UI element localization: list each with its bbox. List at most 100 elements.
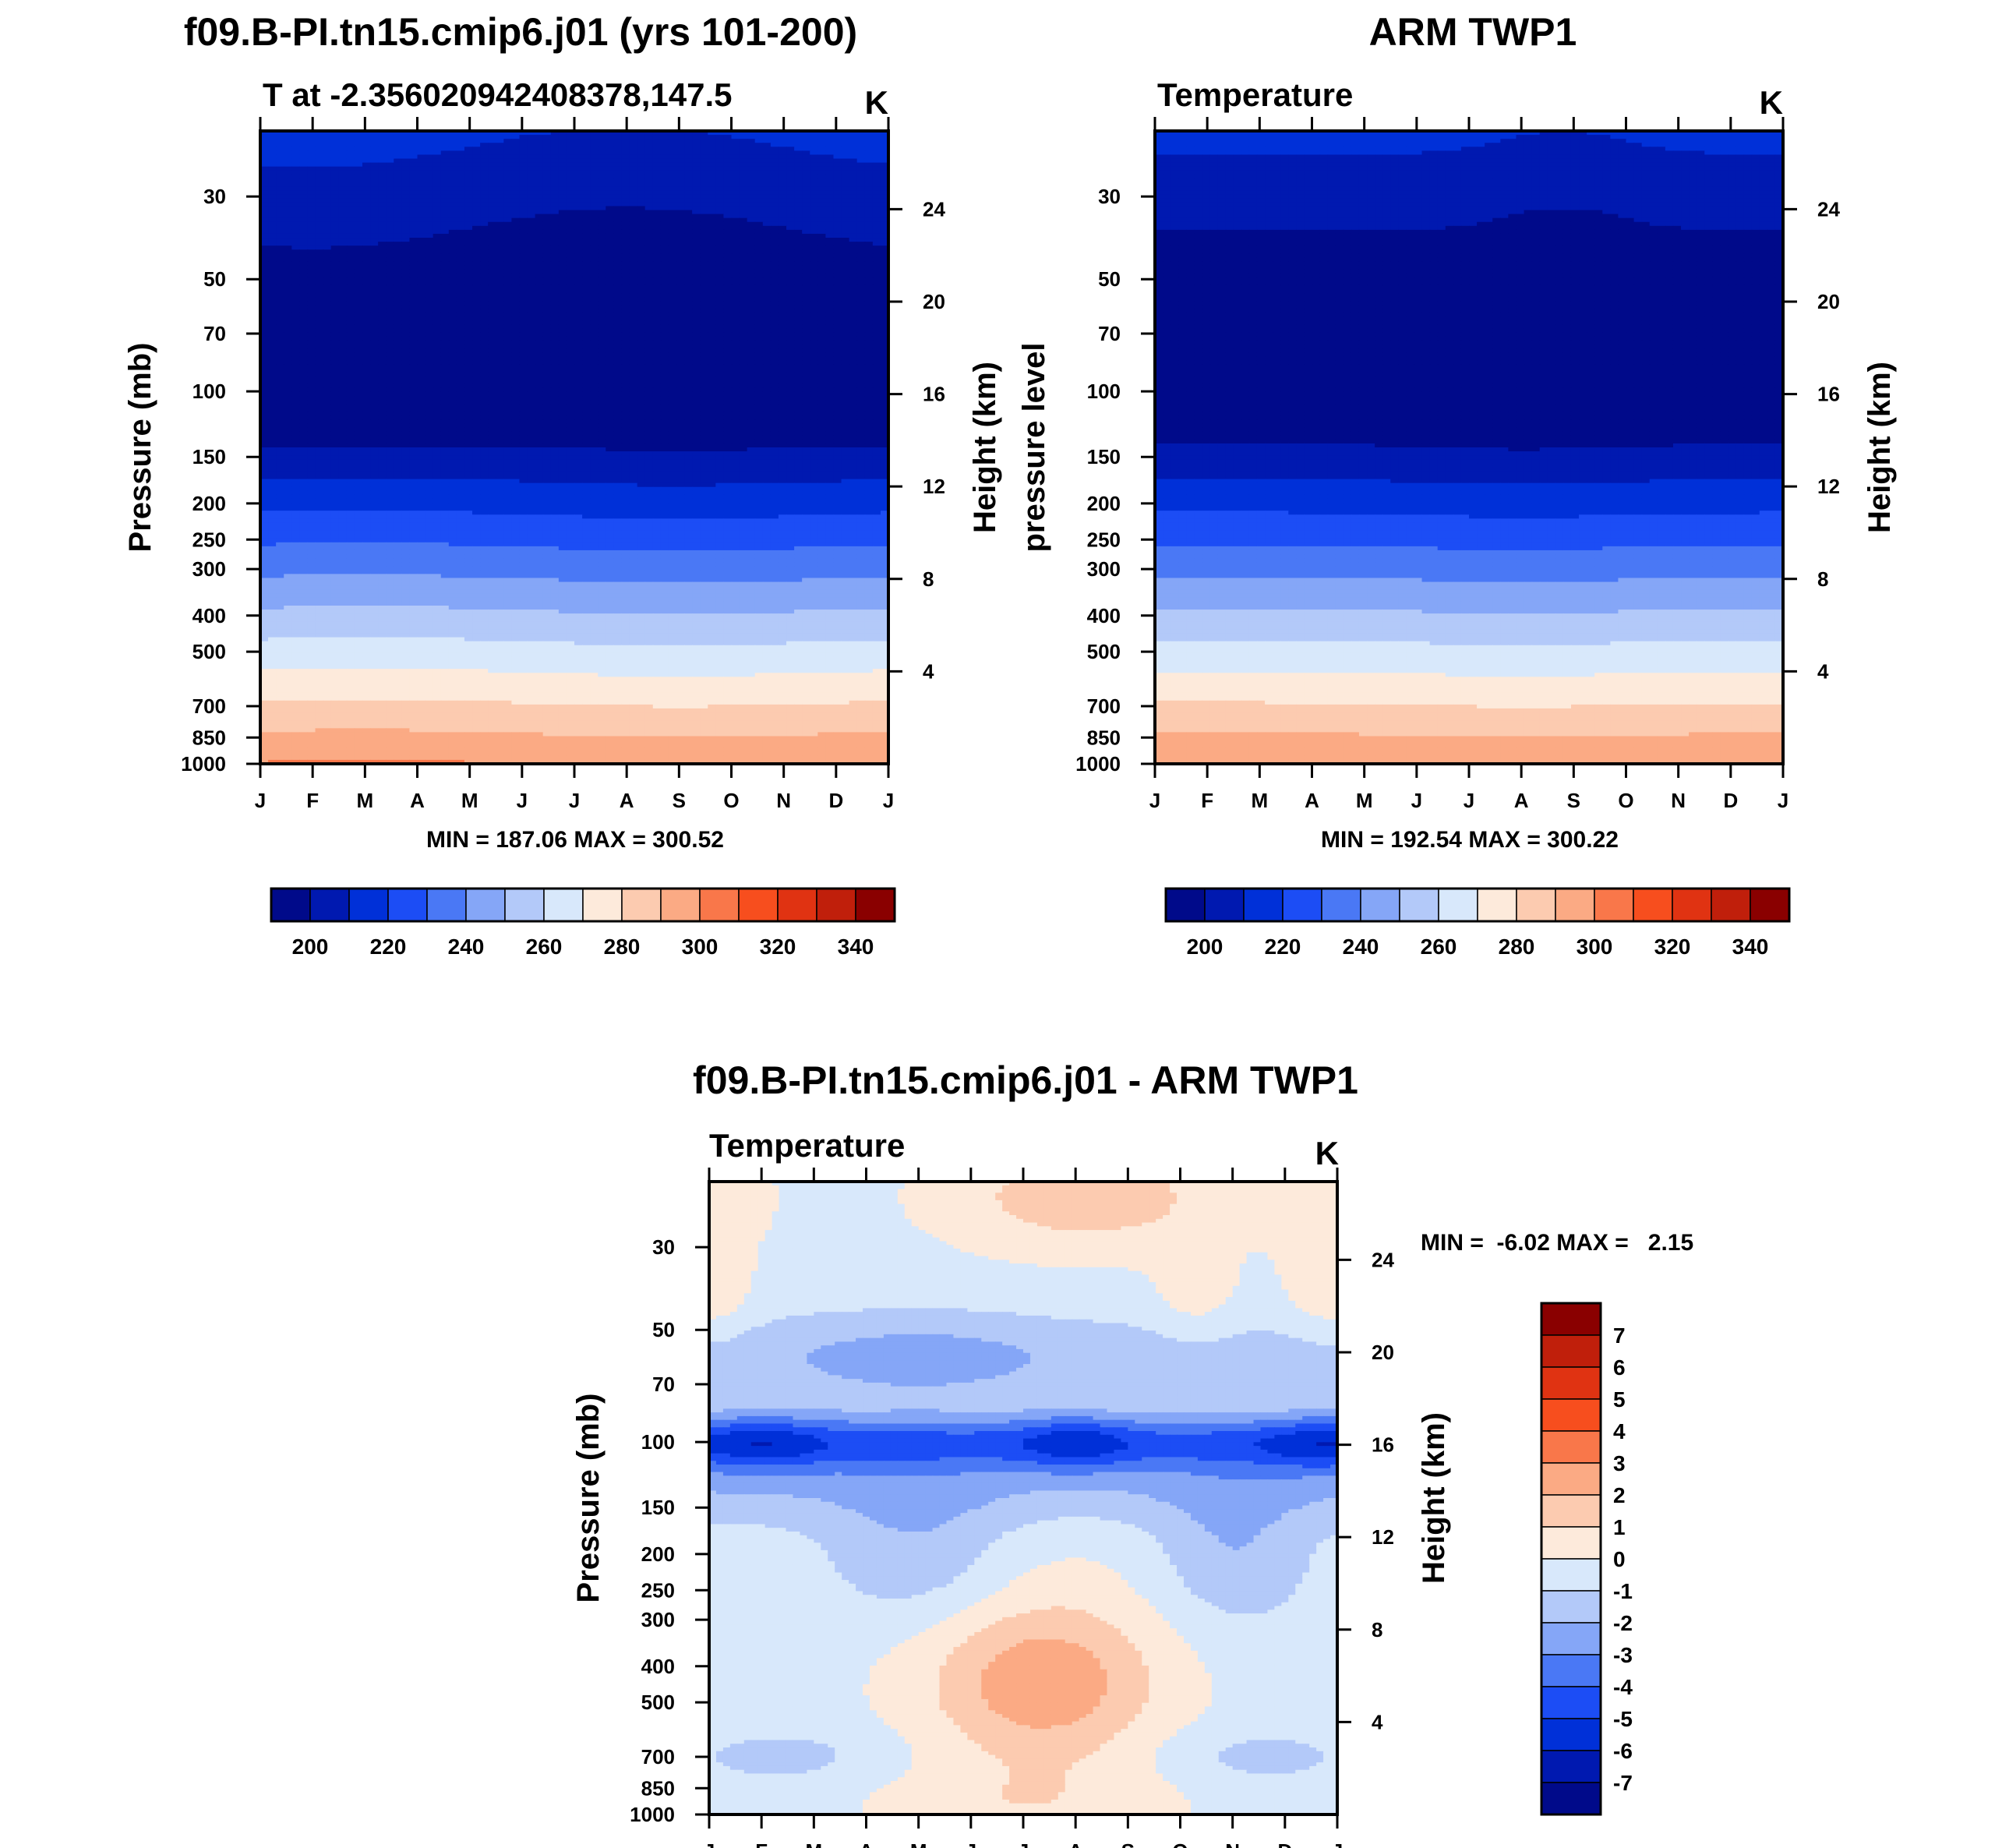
contour-cell (291, 229, 300, 235)
contour-cell (496, 281, 504, 286)
contour-cell (723, 221, 733, 227)
contour-cell (566, 305, 575, 309)
contour-cell (472, 273, 481, 278)
contour-cell (668, 158, 677, 164)
contour-cell (747, 221, 756, 227)
contour-cell (802, 166, 810, 171)
contour-cell (644, 170, 654, 175)
contour-cell (448, 284, 457, 290)
contour-cell (637, 269, 646, 274)
contour-cell (291, 135, 300, 140)
contour-cell (299, 174, 309, 179)
contour-cell (708, 340, 716, 345)
contour-cell (456, 328, 465, 334)
contour-cell (794, 261, 803, 267)
contour-cell (652, 301, 662, 306)
contour-cell (872, 356, 881, 361)
contour-cell (550, 143, 560, 147)
contour-cell (715, 293, 725, 298)
contour-cell (778, 309, 787, 314)
contour-cell (378, 242, 387, 246)
contour-cell (535, 257, 544, 263)
contour-cell (700, 265, 708, 270)
contour-cell (676, 364, 685, 369)
contour-cell (566, 372, 575, 377)
contour-cell (598, 246, 606, 250)
contour-cell (864, 154, 874, 160)
contour-cell (378, 364, 387, 369)
contour-cell (456, 246, 465, 250)
contour-cell (864, 131, 874, 136)
contour-cell (323, 293, 332, 298)
contour-cell (276, 229, 284, 235)
contour-cell (503, 217, 512, 223)
contour-cell (684, 150, 693, 156)
contour-cell (519, 320, 528, 326)
contour-cell (621, 202, 630, 207)
contour-cell (778, 229, 787, 235)
contour-cell (778, 269, 787, 274)
contour-cell (692, 246, 701, 250)
contour-cell (606, 328, 614, 334)
contour-cell (503, 150, 512, 156)
contour-cell (574, 170, 583, 175)
contour-cell (307, 320, 316, 326)
contour-cell (708, 225, 716, 231)
contour-cell (550, 206, 560, 211)
contour-cell (417, 238, 426, 242)
contour-cell (511, 376, 521, 381)
contour-cell (354, 253, 363, 258)
contour-cell (739, 182, 748, 187)
contour-cell (660, 139, 669, 143)
contour-cell (613, 249, 623, 254)
contour-cell (731, 301, 740, 306)
contour-cell (409, 246, 418, 250)
contour-cell (731, 281, 740, 286)
contour-cell (621, 277, 630, 282)
contour-cell (354, 202, 363, 207)
contour-cell (754, 352, 764, 357)
contour-cell (692, 352, 701, 357)
contour-cell (323, 345, 332, 349)
contour-cell (676, 372, 685, 377)
contour-cell (731, 166, 740, 171)
contour-cell (598, 364, 606, 369)
contour-cell (574, 309, 583, 314)
contour-cell (731, 328, 740, 334)
contour-cell (401, 217, 411, 223)
contour-cell (291, 336, 300, 341)
contour-cell (323, 360, 332, 366)
contour-cell (582, 186, 591, 191)
contour-cell (770, 305, 779, 309)
contour-cell (409, 336, 418, 341)
contour-cell (276, 301, 284, 306)
contour-cell (676, 345, 685, 349)
contour-cell (488, 182, 496, 187)
contour-cell (668, 356, 677, 361)
contour-cell (747, 364, 756, 369)
contour-cell (315, 206, 324, 211)
contour-cell (527, 265, 536, 270)
contour-cell (464, 265, 473, 270)
contour-cell (386, 269, 394, 274)
contour-cell (841, 198, 850, 203)
contour-cell (833, 293, 842, 298)
contour-cell (323, 281, 332, 286)
contour-cell (621, 178, 630, 183)
contour-cell (708, 217, 716, 223)
contour-cell (574, 214, 583, 219)
contour-cell (637, 170, 646, 175)
contour-cell (613, 170, 623, 175)
contour-cell (542, 190, 552, 195)
contour-cell (817, 158, 826, 164)
contour-cell (668, 143, 677, 147)
contour-cell (802, 190, 810, 195)
contour-cell (880, 320, 888, 326)
contour-cell (550, 190, 560, 195)
contour-cell (802, 305, 810, 309)
contour-cell (613, 182, 623, 187)
contour-cell (660, 301, 669, 306)
contour-cell (558, 289, 567, 294)
contour-cell (856, 297, 866, 302)
contour-cell (362, 225, 371, 231)
